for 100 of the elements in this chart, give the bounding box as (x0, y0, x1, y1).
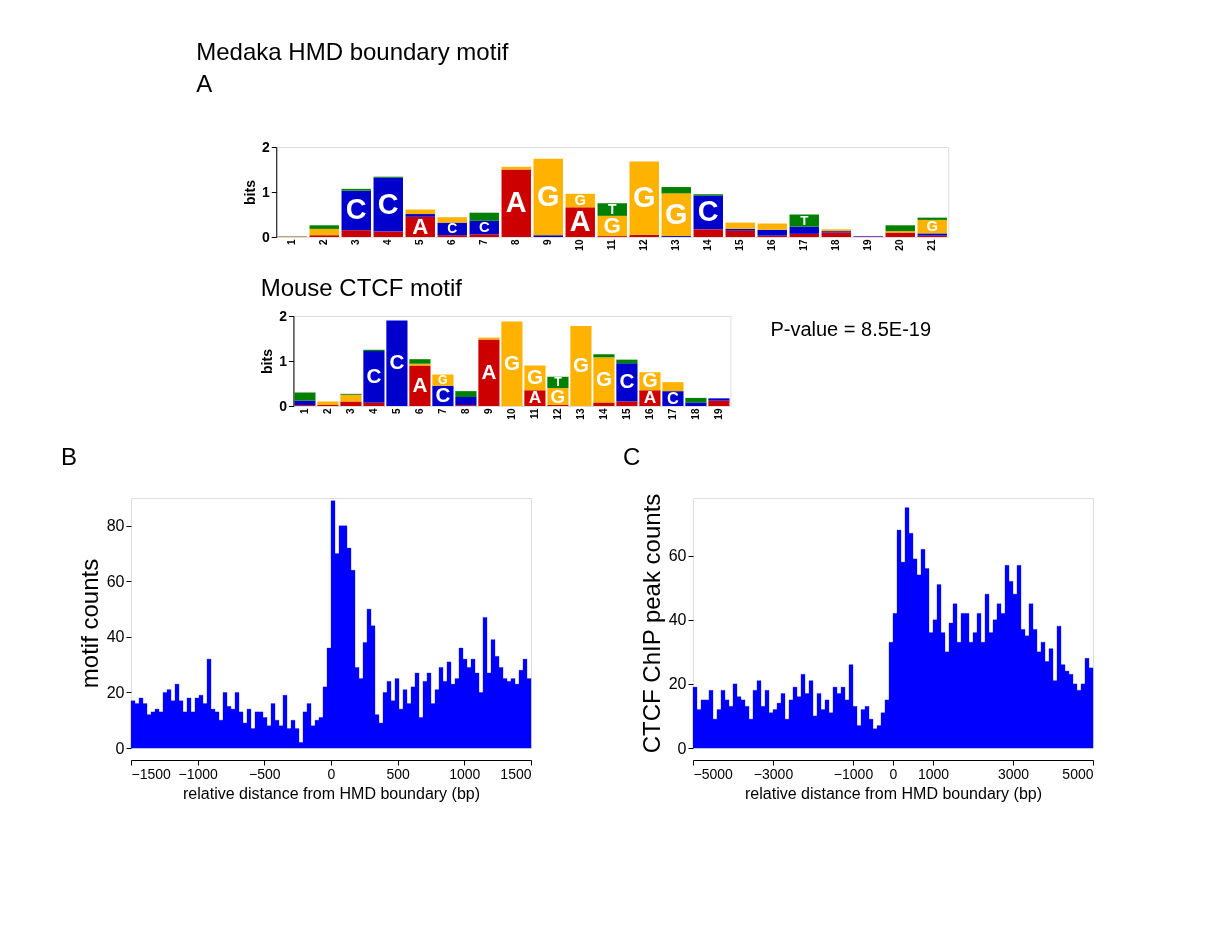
x-tick-label: 13 (574, 408, 586, 420)
text: G (642, 369, 658, 392)
x-tick-label: 0 (889, 765, 898, 782)
series-label: C (697, 195, 719, 228)
x-tick-label: −1500 (131, 765, 172, 782)
x-tick-label: −5000 (693, 765, 734, 782)
x-tick-label: 5 (390, 408, 402, 415)
x-tick-label: 10 (505, 408, 517, 420)
series-label: T (608, 200, 618, 217)
y-tick-label: 20 (668, 675, 687, 693)
x-tick-label: 6 (413, 408, 425, 415)
x-tick-label: 4 (382, 239, 394, 246)
y-tick-label: 60 (106, 572, 125, 590)
x-tick-label: 18 (830, 239, 842, 251)
chart-title: Medaka HMD boundary motif (196, 38, 509, 65)
x-tick-label: 19 (862, 239, 874, 251)
x-tick-label: 9 (482, 408, 494, 415)
x-tick-label: 2 (318, 239, 330, 246)
text: A (196, 70, 213, 97)
x-tick-label: 3 (344, 408, 356, 415)
text: P-value = 8.5E-19 (770, 317, 932, 340)
y-axis-title: CTCF ChIP peak counts (637, 493, 665, 754)
x-tick-label: 11 (606, 239, 618, 251)
x-tick-label: 5000 (1062, 765, 1094, 782)
x-tick-label: 10 (574, 239, 586, 251)
x-tick-label: 15 (620, 408, 632, 420)
x-tick-label: 6 (446, 239, 458, 246)
x-tick-label: 16 (766, 239, 778, 251)
text: A (505, 186, 527, 219)
x-tick-label: 20 (894, 239, 906, 251)
text: G (572, 352, 589, 376)
x-tick-label: 21 (926, 239, 938, 251)
x-tick-label: 1 (286, 239, 298, 246)
x-tick-label: 1500 (500, 765, 532, 782)
y-tick-label: 40 (668, 611, 687, 629)
y-axis-title: bits (241, 179, 258, 205)
x-tick-label: 3 (350, 239, 362, 246)
x-tick-label: 8 (459, 408, 471, 415)
y-tick-label: 60 (668, 547, 687, 565)
series-label: A (569, 205, 591, 238)
text: A (412, 213, 429, 239)
x-tick-label: 18 (689, 408, 701, 420)
text: G (537, 179, 560, 212)
text: G (926, 217, 939, 234)
y-tick-label: 40 (106, 628, 125, 646)
x-tick-label: −500 (249, 765, 281, 782)
x-tick-label: 3000 (997, 765, 1030, 782)
y-tick-label: 2 (279, 307, 288, 324)
x-tick-label: 14 (702, 239, 714, 251)
text: G (665, 197, 688, 230)
x-tick-label: 12 (638, 239, 650, 251)
x-tick-label: 7 (478, 239, 490, 246)
y-tick-label: 20 (106, 683, 125, 701)
x-tick-label: 12 (551, 408, 563, 420)
chart-title: Mouse CTCF motif (260, 274, 463, 301)
y-tick-label: 80 (106, 517, 125, 535)
text: A (481, 359, 497, 383)
x-tick-label: 9 (542, 239, 554, 246)
series-label: G (574, 191, 587, 208)
text: G (550, 385, 566, 407)
x-tick-label: −1000 (833, 765, 874, 782)
x-tick-label: 7 (436, 408, 448, 415)
x-tick-label: 1000 (917, 765, 950, 782)
x-tick-label: −3000 (753, 765, 794, 782)
text: C (447, 219, 458, 236)
x-tick-label: 19 (712, 408, 724, 420)
y-tick-label: 0 (677, 739, 687, 757)
x-tick-label: 2 (321, 408, 333, 415)
x-tick-label: 17 (666, 408, 678, 420)
x-tick-label: 0 (327, 765, 336, 782)
x-axis-title: relative distance from HMD boundary (bp) (182, 784, 481, 802)
x-tick-label: 1000 (449, 765, 481, 782)
y-tick-label: 0 (115, 739, 125, 757)
x-tick-label: 13 (670, 239, 682, 251)
x-tick-label: 16 (643, 408, 655, 420)
text: G (503, 350, 520, 374)
series-label: A (528, 387, 542, 408)
y-axis-title: bits (259, 348, 276, 374)
y-tick-label: 1 (261, 183, 270, 200)
x-tick-label: 1 (298, 408, 310, 415)
text: C (389, 350, 405, 374)
text: C (667, 388, 679, 407)
x-tick-label: 17 (798, 239, 810, 251)
text: C (366, 363, 382, 387)
x-tick-label: 15 (734, 239, 746, 251)
text: G (633, 181, 656, 214)
y-tick-label: 1 (279, 352, 288, 369)
x-tick-label: 4 (367, 408, 379, 415)
text: C (623, 443, 641, 470)
text: G (595, 366, 612, 390)
x-tick-label: 8 (510, 239, 522, 246)
text: A (412, 372, 428, 396)
text: C (345, 193, 367, 226)
x-tick-label: −1000 (178, 765, 219, 782)
text: C (377, 187, 399, 220)
y-axis-title: motif counts (75, 558, 103, 689)
x-tick-label: 500 (386, 765, 411, 782)
text: C (619, 369, 635, 393)
text: B (61, 443, 78, 470)
x-tick-label: 14 (597, 408, 609, 420)
